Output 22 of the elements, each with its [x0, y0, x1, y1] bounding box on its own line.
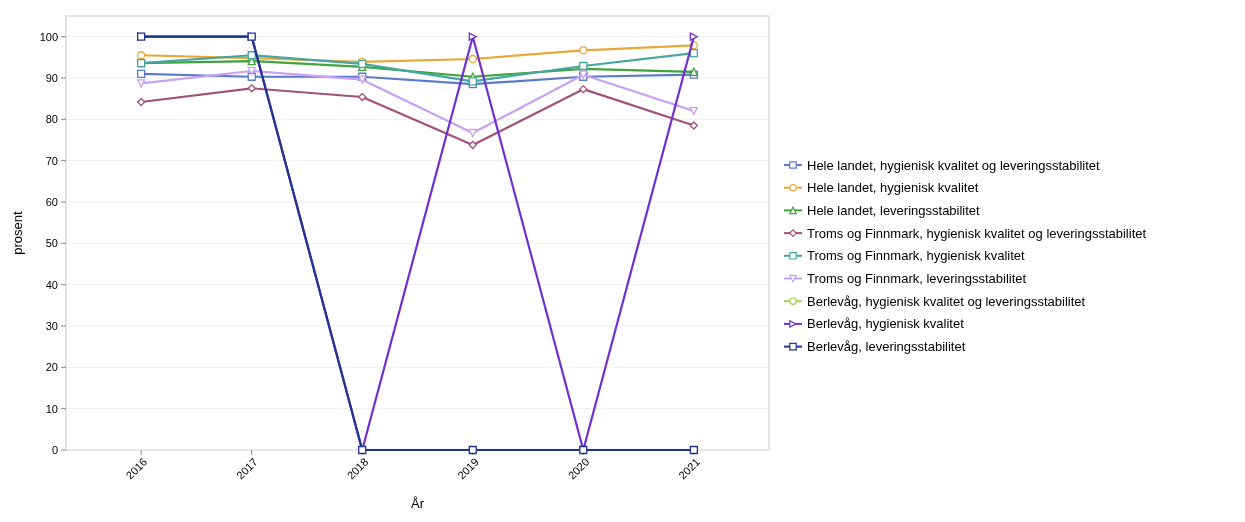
- x-axis-title: År: [411, 496, 425, 511]
- y-tick-label: 80: [45, 113, 58, 126]
- y-axis-title: prosent: [10, 210, 25, 255]
- y-tick-label: 90: [45, 71, 58, 84]
- y-tick-label: 50: [45, 237, 58, 250]
- y-tick-label: 20: [45, 361, 58, 374]
- legend-label: Berlevåg, leveringsstabilitet: [807, 339, 966, 355]
- y-tick-label: 70: [45, 154, 58, 167]
- legend-label: Hele landet, hygienisk kvalitet og leveringsstabilitet: [807, 157, 1101, 173]
- y-tick-label: 0: [51, 443, 58, 456]
- legend-label: Troms og Finnmark, hygienisk kvalitet og leveringsstabilitet: [807, 225, 1147, 241]
- legend-label: Berlevåg, hygienisk kvalitet og leveringsstabilitet: [807, 293, 1086, 309]
- y-tick-label: 60: [45, 195, 58, 208]
- legend-label: Hele landet, leveringsstabilitet: [807, 202, 981, 218]
- y-tick-label: 100: [39, 30, 58, 43]
- y-tick-label: 30: [45, 319, 58, 332]
- y-tick-label: 40: [45, 278, 58, 291]
- legend-label: Troms og Finnmark, hygienisk kvalitet: [807, 248, 1026, 264]
- y-tick-label: 10: [45, 402, 58, 415]
- legend-label: Troms og Finnmark, leveringsstabilitet: [807, 271, 1027, 287]
- legend-label: Berlevåg, hygienisk kvalitet: [807, 316, 965, 332]
- legend-label: Hele landet, hygienisk kvalitet: [807, 180, 979, 196]
